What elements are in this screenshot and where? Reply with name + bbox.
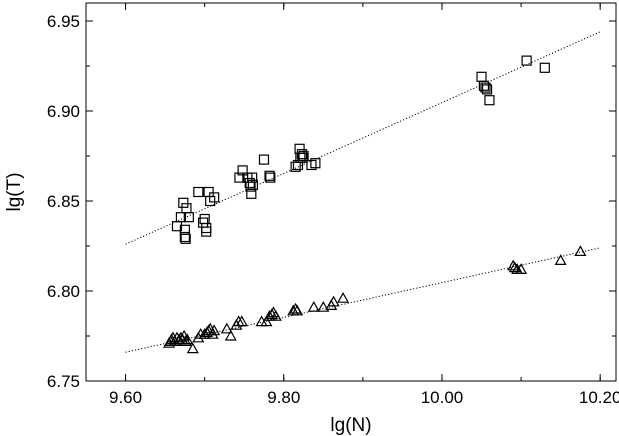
triangle-marker bbox=[220, 322, 233, 334]
triangle-marker bbox=[208, 324, 221, 336]
square-marker bbox=[181, 203, 192, 214]
x-tick-label: 10.20 bbox=[579, 388, 619, 407]
x-tick-label: 9.80 bbox=[267, 388, 300, 407]
triangle-marker bbox=[235, 315, 248, 327]
plot-frame bbox=[85, 2, 617, 382]
square-marker bbox=[539, 62, 550, 73]
square-marker bbox=[193, 186, 204, 198]
square-marker bbox=[183, 212, 194, 223]
y-tick-label: 6.80 bbox=[47, 282, 80, 301]
fit-line bbox=[125, 31, 601, 245]
y-tick-label: 6.75 bbox=[47, 372, 80, 391]
square-marker bbox=[484, 95, 495, 106]
square-marker bbox=[296, 149, 308, 160]
square-marker bbox=[297, 152, 308, 163]
square-marker bbox=[175, 212, 187, 223]
axis-ticks bbox=[86, 3, 616, 382]
y-tick-label: 6.85 bbox=[47, 192, 80, 211]
square-marker bbox=[481, 84, 493, 95]
triangle-marker bbox=[260, 315, 273, 327]
square-marker bbox=[521, 55, 532, 66]
triangle-marker bbox=[337, 291, 350, 303]
square-marker bbox=[234, 172, 245, 183]
data-markers bbox=[163, 55, 587, 354]
x-tick-label: 10.00 bbox=[421, 388, 464, 407]
square-marker bbox=[201, 222, 212, 234]
triangle-marker bbox=[186, 342, 199, 354]
x-axis-label: lg(N) bbox=[330, 415, 371, 436]
square-marker bbox=[201, 226, 212, 237]
triangle-marker bbox=[317, 300, 330, 312]
fit-lines bbox=[125, 31, 601, 353]
triangle-marker bbox=[327, 295, 340, 307]
y-axis-label: lg(T) bbox=[4, 172, 25, 211]
square-marker bbox=[209, 192, 220, 203]
triangle-marker bbox=[269, 309, 282, 321]
square-marker bbox=[306, 159, 317, 171]
square-marker bbox=[264, 170, 275, 181]
triangle-marker bbox=[554, 254, 567, 265]
tick-labels: 9.60 9.80 10.00 10.20 6.75 6.80 6.85 6.90 6.95 bbox=[47, 12, 619, 407]
triangle-marker bbox=[307, 300, 320, 312]
y-tick-label: 6.95 bbox=[47, 12, 80, 31]
triangle-marker bbox=[198, 327, 211, 339]
square-marker bbox=[258, 154, 270, 165]
triangle-marker bbox=[181, 333, 194, 345]
triangle-marker bbox=[574, 245, 587, 256]
square-marker bbox=[244, 177, 255, 189]
y-tick-label: 6.90 bbox=[47, 102, 80, 121]
square-marker bbox=[476, 71, 487, 82]
square-marker bbox=[179, 231, 190, 243]
square-marker bbox=[178, 197, 189, 208]
square-marker bbox=[203, 186, 214, 198]
square-marker bbox=[480, 82, 491, 93]
triangle-marker bbox=[508, 261, 521, 273]
square-marker bbox=[478, 80, 489, 91]
triangle-marker bbox=[263, 309, 276, 321]
square-marker bbox=[298, 150, 309, 162]
triangle-marker bbox=[515, 263, 528, 274]
square-marker bbox=[180, 233, 191, 244]
x-tick-label: 9.60 bbox=[109, 388, 142, 407]
square-marker bbox=[247, 179, 259, 190]
square-marker bbox=[247, 172, 258, 183]
triangle-marker bbox=[291, 304, 304, 316]
triangle-marker bbox=[224, 329, 237, 341]
square-marker bbox=[265, 172, 276, 183]
